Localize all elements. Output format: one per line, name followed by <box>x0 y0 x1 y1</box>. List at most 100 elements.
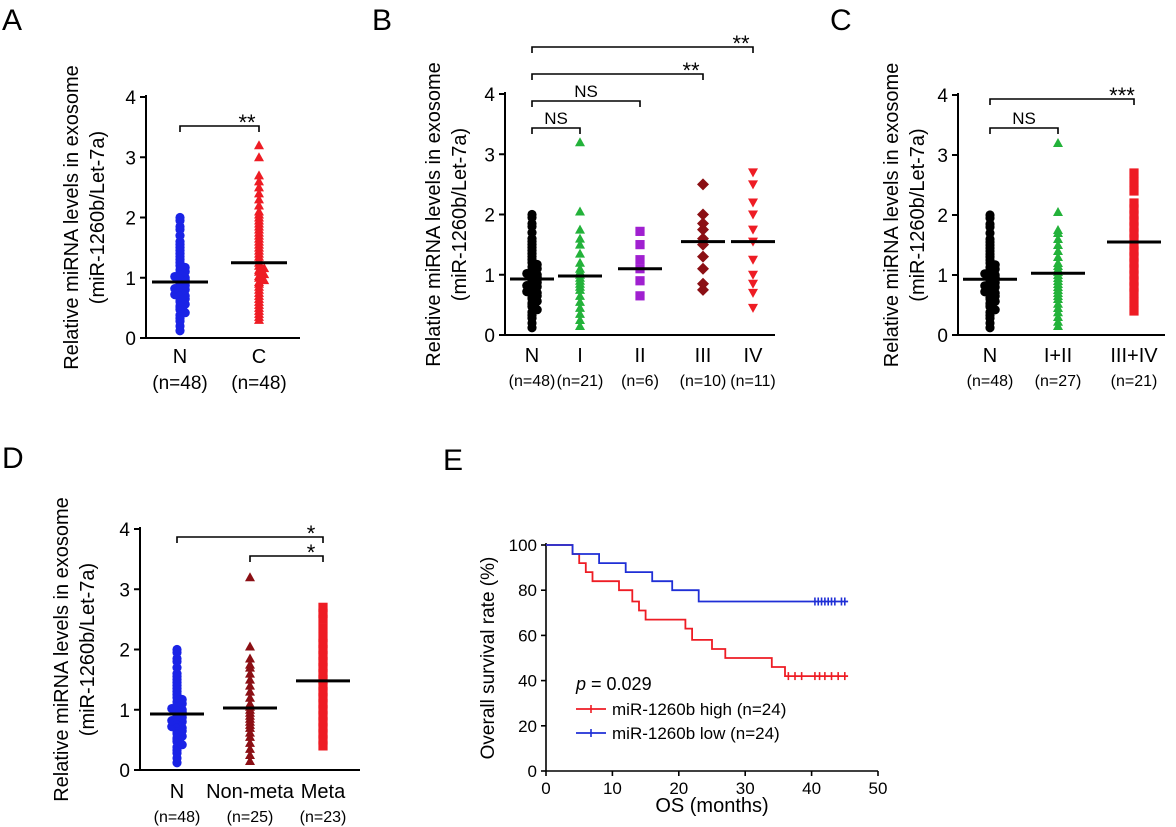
y-tick-label: 1 <box>937 266 948 287</box>
sample-size-label: (n=48) <box>154 809 201 826</box>
y-tick-label: 0 <box>528 762 537 781</box>
p-value-annotation: p = 0.029 <box>575 674 652 694</box>
y-tick-label: 4 <box>484 85 495 106</box>
data-point <box>1129 186 1138 195</box>
data-point <box>575 234 585 243</box>
data-point <box>635 240 644 249</box>
sample-size-label: (n=21) <box>557 373 604 390</box>
y-tick-label: 2 <box>119 641 130 662</box>
significance-label: NS <box>1012 109 1036 128</box>
x-tick-label: 10 <box>603 779 622 798</box>
significance-label: ** <box>238 110 256 135</box>
x-tick-label: IV <box>744 345 764 367</box>
panel-letter: E <box>443 444 463 477</box>
data-point <box>1129 198 1138 207</box>
data-point <box>1053 225 1063 234</box>
y-tick-label: 0 <box>125 329 136 350</box>
panel-b: BRelative miRNA levels in exosome (miR-12… <box>372 4 776 390</box>
significance-bracket <box>177 537 323 543</box>
figure-canvas: ARelative miRNA levels in exosome (miR-12… <box>0 0 1176 827</box>
data-point <box>575 258 585 267</box>
sample-size-label: (n=48) <box>152 373 207 394</box>
y-axis-title: Overall survival rate (%) <box>478 557 499 760</box>
data-point <box>245 641 255 650</box>
data-point <box>748 180 758 189</box>
x-tick-label: N <box>983 345 997 367</box>
panel-e: E Overall survival rate (%) 0 20 40 60 80 100 0 1… <box>443 444 887 817</box>
significance-bracket <box>532 128 580 134</box>
x-tick-label: II <box>634 345 645 367</box>
sample-size-label: (n=21) <box>1111 373 1158 390</box>
legend-label: miR-1260b high (n=24) <box>612 700 786 719</box>
x-tick-label: I <box>577 345 583 367</box>
y-axis-title: Relative miRNA levels in exosome (miR-126… <box>61 65 109 370</box>
data-point <box>527 210 536 219</box>
data-point <box>635 255 644 264</box>
x-axis-title: OS (months) <box>655 795 768 817</box>
x-tick-label: 50 <box>869 779 888 798</box>
significance-bracket <box>532 101 640 107</box>
x-tick-label: 40 <box>802 779 821 798</box>
panel-a: A Relative miRNA levels in exosome (miR-12… <box>2 4 300 394</box>
data-point <box>635 227 644 236</box>
data-point <box>1129 168 1138 177</box>
data-point <box>635 291 644 300</box>
data-point <box>748 256 758 265</box>
panel-d: DRelative miRNA levels in exosome (miR-12… <box>2 442 360 826</box>
data-point <box>748 226 758 235</box>
data-point <box>748 211 758 220</box>
data-point <box>575 249 585 258</box>
y-axis-title-line2: (miR-1260b/Let-7a) <box>77 563 99 736</box>
data-point <box>254 152 264 161</box>
y-tick-label: 40 <box>518 672 537 691</box>
y-tick-label: 0 <box>484 326 495 347</box>
x-tick-label: III <box>695 345 712 367</box>
x-tick-label: N <box>170 781 184 803</box>
p-value-symbol: p <box>575 674 586 694</box>
sample-size-label: (n=6) <box>621 373 659 390</box>
data-point <box>318 603 327 612</box>
data-point <box>748 271 758 280</box>
y-axis-title-line1: Relative miRNA levels in exosome <box>61 65 83 370</box>
data-point <box>697 251 709 263</box>
data-point <box>748 168 758 177</box>
y-axis-title-line1: Relative miRNA levels in exosome <box>423 62 445 367</box>
y-tick-label: 100 <box>509 536 537 555</box>
significance-label: *** <box>1109 83 1135 108</box>
data-point <box>254 170 264 179</box>
y-axis-title-line2: (miR-1260b/Let-7a) <box>87 131 109 304</box>
significance-bracket <box>532 47 753 53</box>
sample-size-label: (n=48) <box>967 373 1014 390</box>
x-tick-label: Meta <box>301 781 346 803</box>
x-tick-label: N <box>173 346 187 368</box>
data-point <box>1053 138 1063 147</box>
significance-bracket <box>532 74 703 80</box>
y-tick-label: 3 <box>125 148 136 169</box>
y-tick-label: 4 <box>119 520 130 541</box>
x-tick-label: 0 <box>541 779 550 798</box>
data-point <box>575 225 585 234</box>
data-point <box>985 210 994 219</box>
x-tick-label: N <box>525 345 539 367</box>
y-axis-title-text: Overall survival rate (%) <box>478 557 499 760</box>
y-tick-label: 0 <box>119 761 130 782</box>
y-axis-title-line2: (miR-1260b/Let-7a) <box>907 128 929 301</box>
x-tick-label: C <box>252 346 266 368</box>
panel-letter: B <box>372 4 392 37</box>
survival-curve <box>546 545 848 676</box>
data-point <box>697 209 709 221</box>
sample-size-label: (n=48) <box>231 373 286 394</box>
data-point <box>635 276 644 285</box>
sample-size-label: (n=11) <box>730 373 776 390</box>
data-point <box>1053 207 1063 216</box>
legend-label: miR-1260b low (n=24) <box>612 724 780 743</box>
x-tick-label: III+IV <box>1110 345 1158 367</box>
sample-size-label: (n=25) <box>227 809 274 826</box>
panel-letter: C <box>830 4 852 37</box>
significance-label: * <box>307 540 316 565</box>
y-tick-label: 3 <box>119 580 130 601</box>
y-tick-label: 4 <box>125 88 136 109</box>
y-axis-title: Relative miRNA levels in exosome (miR-126… <box>51 497 99 802</box>
data-point <box>245 654 255 663</box>
data-point <box>172 645 181 654</box>
